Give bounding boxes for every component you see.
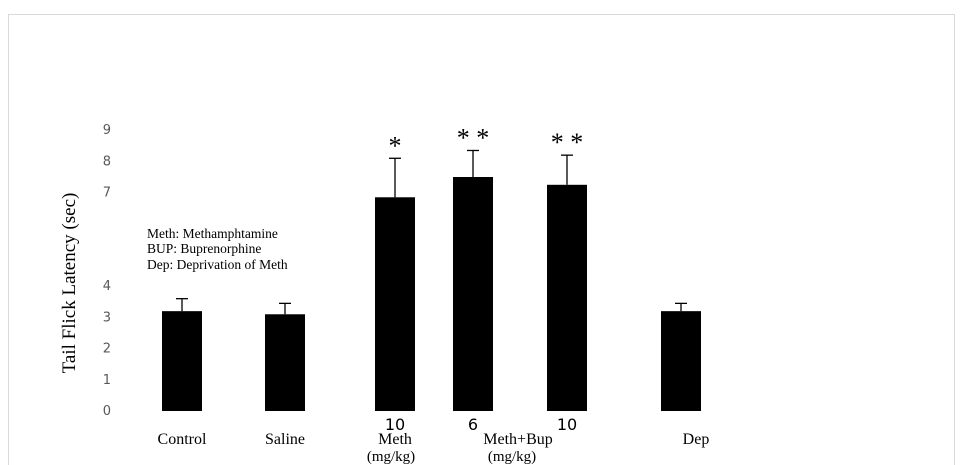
y-tick-label: 4 bbox=[103, 279, 111, 294]
y-tick-label: 7 bbox=[103, 186, 111, 201]
bar bbox=[265, 314, 305, 411]
bar bbox=[661, 311, 701, 411]
category-label: Dep bbox=[683, 431, 710, 448]
bar bbox=[162, 311, 202, 411]
dose-label: 10 bbox=[385, 415, 405, 434]
bar bbox=[453, 177, 493, 411]
note-bup: BUP: Buprenorphine bbox=[147, 241, 261, 256]
significance-mark: * * bbox=[551, 128, 584, 157]
category-label: Saline bbox=[265, 431, 305, 448]
category-label: Meth+Bup bbox=[483, 431, 552, 448]
y-axis-label: Tail Flick Latency (sec) bbox=[59, 193, 80, 374]
dose-label: 10 bbox=[557, 415, 577, 434]
unit-label: (mg/kg) bbox=[488, 449, 536, 465]
y-tick-label: 9 bbox=[103, 123, 111, 138]
note-dep: Dep: Deprivation of Meth bbox=[147, 257, 288, 272]
significance-mark: * bbox=[389, 131, 402, 160]
category-label: Meth bbox=[378, 431, 412, 448]
y-tick-label: 3 bbox=[103, 310, 111, 325]
chart-frame bbox=[8, 14, 955, 465]
note-meth: Meth: Methamphtamine bbox=[147, 226, 278, 241]
y-tick-label: 2 bbox=[103, 342, 111, 357]
abbreviation-notes: Meth: Methamphtamine BUP: Buprenorphine … bbox=[147, 226, 288, 272]
bar bbox=[547, 184, 587, 411]
y-tick-label: 1 bbox=[103, 373, 111, 388]
dose-label: 6 bbox=[468, 415, 478, 434]
significance-mark: * * bbox=[457, 123, 490, 152]
y-tick-label: 8 bbox=[103, 154, 111, 169]
category-label: Control bbox=[158, 431, 207, 448]
y-tick-label: 0 bbox=[103, 404, 111, 419]
unit-label: (mg/kg) bbox=[367, 449, 415, 465]
bar bbox=[375, 197, 415, 411]
